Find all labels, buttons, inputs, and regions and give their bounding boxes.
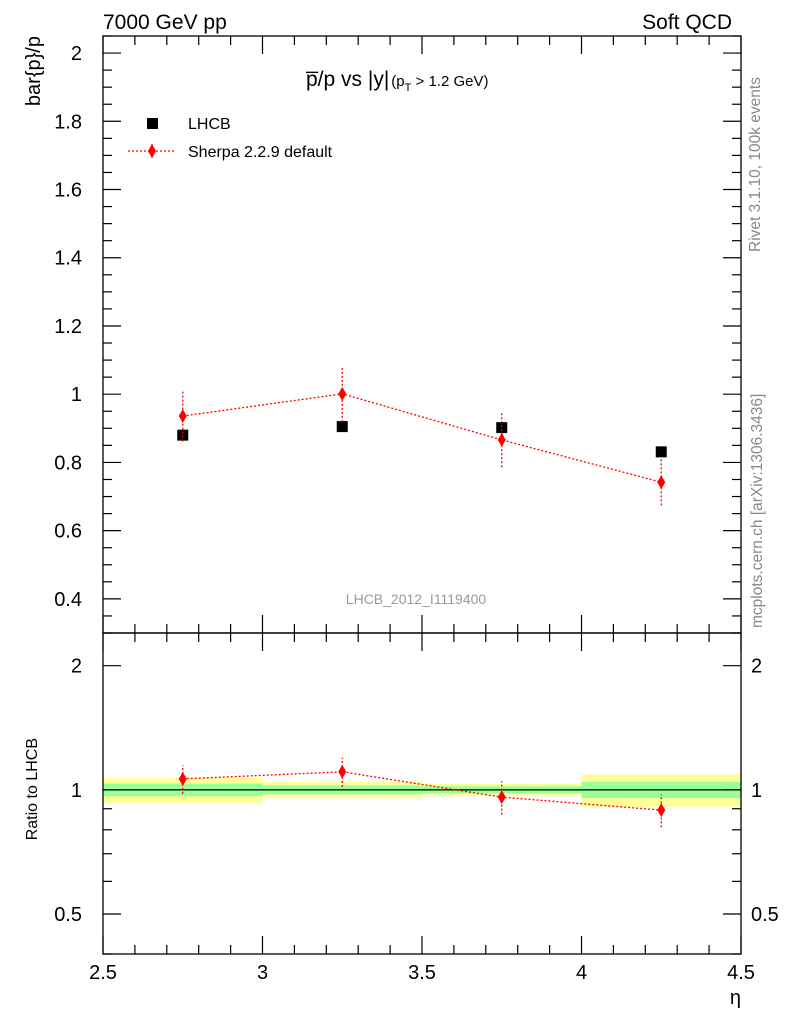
- lhcb-point: [496, 422, 508, 434]
- y-tick-label: 1.4: [54, 248, 82, 270]
- plot-title: p̅/p vs |y| (pT > 1.2 GeV): [305, 68, 488, 94]
- sherpa-line: [182, 393, 662, 483]
- ratio-y-tick-label-left: 0.5: [54, 904, 82, 926]
- mcplots-label: mcplots.cern.ch [arXiv:1306.3436]: [749, 394, 766, 628]
- y-tick-label: 2: [71, 43, 82, 65]
- ratio-plot: 2.5 3 3.5 4 4.5 0.5 0.5 1 1 2 2: [54, 632, 779, 984]
- y-tick-label: 1.6: [54, 180, 82, 202]
- plot-title-sub-p: (p: [391, 73, 404, 90]
- header-left-label: 7000 GeV pp: [103, 11, 227, 34]
- y-tick-label: 0.8: [54, 452, 82, 474]
- legend-marker-sherpa: [148, 144, 156, 158]
- ratio-y-tick-label-left: 2: [71, 656, 82, 678]
- ratio-sherpa-point: [497, 790, 506, 805]
- ratio-sherpa-line: [182, 771, 662, 811]
- x-tick-label: 3: [257, 962, 268, 984]
- ratio-frame: [102, 632, 742, 955]
- legend-label-sherpa: Sherpa 2.2.9 default: [188, 144, 333, 161]
- plot-title-main: p̅/p vs |y|: [305, 68, 389, 91]
- ratio-y-tick-label-right: 0.5: [751, 904, 779, 926]
- y-tick-label: 0.6: [54, 521, 82, 543]
- y-tick-label: 1: [71, 384, 82, 406]
- header-right-label: Soft QCD: [642, 11, 732, 34]
- ratio-sherpa-point: [178, 771, 187, 786]
- sherpa-point: [657, 475, 666, 490]
- sherpa-point: [338, 386, 347, 401]
- sherpa-point: [497, 432, 506, 447]
- plot-title-sub-T: T: [405, 82, 412, 94]
- sherpa-point: [178, 409, 187, 424]
- x-axis-label: η: [730, 987, 741, 1009]
- x-tick-label: 2.5: [89, 962, 117, 984]
- y-tick-label: 1.8: [54, 111, 82, 133]
- main-plot: 0.4 0.6 0.8 1 1.2 1.4 1.6 1.8 2: [54, 35, 742, 954]
- rivet-version-label: Rivet 3.1.10, 100k events: [747, 77, 764, 252]
- lhcb-point: [655, 446, 667, 458]
- legend-label-lhcb: LHCB: [188, 116, 231, 133]
- ratio-sherpa-point: [657, 803, 666, 818]
- legend-marker-lhcb: [147, 118, 158, 129]
- x-tick-label: 4.5: [727, 962, 755, 984]
- ratio-y-tick-label-right: 2: [751, 656, 762, 678]
- ratio-sherpa-point: [338, 764, 347, 779]
- ratio-ylabel: Ratio to LHCB: [24, 738, 41, 840]
- x-tick-label: 4: [576, 962, 587, 984]
- plot-title-sub-rest: > 1.2 GeV): [411, 73, 488, 90]
- main-ylabel: bar{p}/p: [23, 36, 45, 106]
- ratio-y-tick-label-left: 1: [71, 780, 82, 802]
- x-tick-label: 3.5: [408, 962, 436, 984]
- legend: LHCB Sherpa 2.2.9 default: [128, 116, 333, 161]
- analysis-watermark: LHCB_2012_I1119400: [346, 591, 487, 607]
- y-tick-label: 1.2: [54, 316, 82, 338]
- lhcb-point: [336, 421, 348, 433]
- y-tick-label: 0.4: [54, 589, 82, 611]
- lhcb-point: [177, 429, 189, 441]
- ratio-y-tick-label-right: 1: [751, 780, 762, 802]
